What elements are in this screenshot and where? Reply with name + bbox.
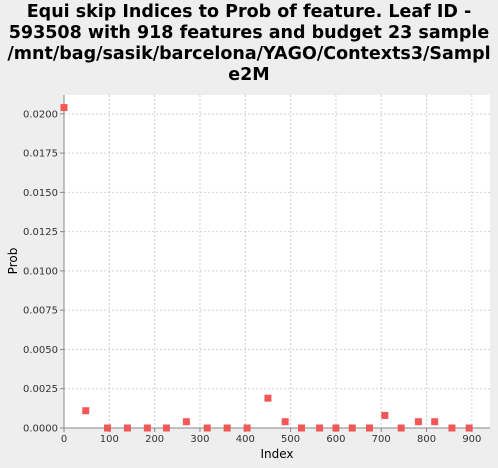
chart-title: Equi skip Indices to Prob of feature. Le… [0, 2, 498, 86]
x-tick-label: 0 [61, 434, 67, 445]
x-tick-label: 800 [417, 434, 436, 445]
y-tick-label: 0.0100 [23, 266, 58, 277]
grid [64, 95, 490, 428]
chart-title-line: e2M [228, 65, 270, 85]
data-point [203, 424, 211, 432]
data-point [104, 424, 112, 432]
chart-title-line: 593508 with 918 features and budget 23 s… [8, 23, 490, 43]
y-tick-label: 0.0150 [23, 188, 58, 199]
x-tick-label: 600 [326, 434, 345, 445]
data-point [297, 424, 305, 432]
data-point [243, 424, 251, 432]
x-tick-label: 500 [281, 434, 300, 445]
data-point [281, 418, 289, 426]
data-point [431, 418, 439, 426]
data-point [365, 424, 373, 432]
data-point [465, 424, 473, 432]
y-tick-label: 0.0000 [23, 424, 58, 435]
y-tick-label: 0.0050 [23, 345, 58, 356]
data-point [264, 394, 272, 402]
chart-title-line: /mnt/bag/sasik/barcelona/YAGO/Contexts3/… [7, 44, 491, 64]
data-point [123, 424, 131, 432]
data-point [448, 424, 456, 432]
data-points [60, 104, 473, 432]
y-tick-label: 0.0075 [23, 306, 58, 317]
data-point [348, 424, 356, 432]
data-point [316, 424, 324, 432]
x-tick-label: 700 [372, 434, 391, 445]
data-point [397, 424, 405, 432]
y-tick-label: 0.0025 [23, 384, 58, 395]
data-point [143, 424, 151, 432]
data-point [223, 424, 231, 432]
data-point [82, 407, 90, 415]
plot-area [64, 95, 490, 428]
y-tick-label: 0.0175 [23, 149, 58, 160]
y-tick-label: 0.0125 [23, 227, 58, 238]
y-axis-title: Prob [6, 248, 20, 275]
data-point [332, 424, 340, 432]
x-axis-title: Index [260, 447, 293, 461]
x-tick-label: 100 [100, 434, 119, 445]
y-tick-label: 0.0200 [23, 109, 58, 120]
x-tick-label: 200 [145, 434, 164, 445]
chart-title-line: Equi skip Indices to Prob of feature. Le… [26, 2, 472, 22]
data-point [414, 418, 422, 426]
x-tick-label: 400 [236, 434, 255, 445]
x-tick-label: 900 [462, 434, 481, 445]
data-point [60, 104, 68, 112]
data-point [162, 424, 170, 432]
data-point [381, 411, 389, 419]
x-tick-label: 300 [190, 434, 209, 445]
data-point [182, 418, 190, 426]
